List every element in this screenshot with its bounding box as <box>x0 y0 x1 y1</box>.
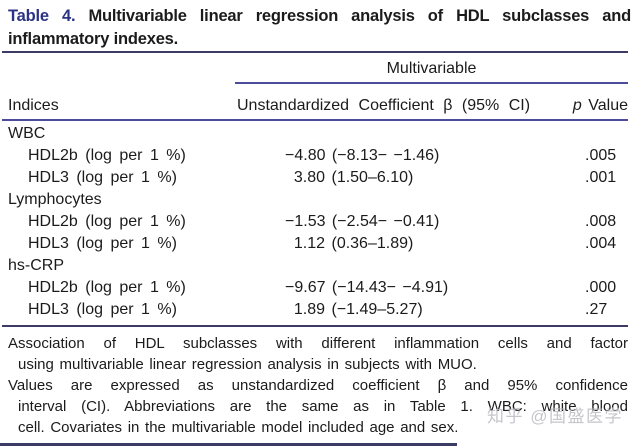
table-row-group-lymphocytes: Lymphocytes <box>0 189 635 211</box>
table-title-line1: Table 4. Multivariable linear regression… <box>8 5 631 28</box>
table-row: HDL3 (log per 1 %) 3.80 (1.50–6.10) .001 <box>0 167 635 189</box>
footnote-line: interval (CI). Abbreviations are the sam… <box>18 398 628 415</box>
header-p-value: p Value <box>573 94 628 118</box>
footnote-line: Values are expressed as unstandardized c… <box>8 377 628 394</box>
row-label: HDL3 (log per 1 %) <box>28 169 177 186</box>
row-label: HDL2b (log per 1 %) <box>28 213 186 230</box>
table-row: HDL2b (log per 1 %) −1.53 (−2.54− −0.41)… <box>0 211 635 233</box>
beta-value: 1.89 (−1.49–5.27) <box>285 301 423 318</box>
table-body: WBC HDL2b (log per 1 %) −4.80 (−8.13− −1… <box>0 123 635 321</box>
rule-table-bottom <box>2 325 628 327</box>
footnote-line: using multivariable linear regression an… <box>18 356 477 373</box>
p-value: .000 <box>585 279 617 296</box>
beta-value: 3.80 (1.50–6.10) <box>285 169 414 186</box>
footnote-line: cell. Covariates in the multivariable mo… <box>18 419 459 436</box>
table-row: HDL2b (log per 1 %) −9.67 (−14.43− −4.91… <box>0 277 635 299</box>
header-beta-coefficient: Unstandardized Coefficient β (95% CI) <box>237 97 531 114</box>
p-symbol: p <box>572 97 582 114</box>
p-value: .005 <box>585 147 617 164</box>
table-title-text: Multivariable linear regression analysis… <box>88 7 631 25</box>
row-label: WBC <box>8 125 46 142</box>
table-row: HDL3 (log per 1 %) 1.89 (−1.49–5.27) .27 <box>0 299 635 321</box>
watermark: 知乎 @国盛医学 <box>487 407 623 426</box>
spanner-underline <box>235 82 628 84</box>
p-value: .008 <box>585 213 617 230</box>
p-value: .004 <box>585 235 617 252</box>
table-number-label: Table 4. <box>8 7 76 25</box>
row-label: HDL3 (log per 1 %) <box>28 235 177 252</box>
p-value-word: Value <box>581 97 628 114</box>
rule-top <box>2 51 628 53</box>
row-label: HDL2b (log per 1 %) <box>28 279 186 296</box>
table-row: HDL3 (log per 1 %) 1.12 (0.36–1.89) .004 <box>0 233 635 255</box>
row-label: hs-CRP <box>8 257 65 274</box>
p-value: .27 <box>585 301 608 318</box>
spanner-header-multivariable: Multivariable <box>386 60 477 77</box>
beta-value: −9.67 (−14.43− −4.91) <box>285 279 449 296</box>
beta-value: −1.53 (−2.54− −0.41) <box>285 213 440 230</box>
table-header-row: Indices Unstandardized Coefficient β (95… <box>0 94 635 118</box>
table-title-line2: inflammatory indexes. <box>8 30 179 48</box>
row-label: Lymphocytes <box>8 191 102 208</box>
rule-header-bottom <box>2 119 628 121</box>
row-label: HDL3 (log per 1 %) <box>28 301 177 318</box>
table-row-group-wbc: WBC <box>0 123 635 145</box>
beta-value: 1.12 (0.36–1.89) <box>285 235 414 252</box>
beta-value: −4.80 (−8.13− −1.46) <box>285 147 440 164</box>
table-row: HDL2b (log per 1 %) −4.80 (−8.13− −1.46)… <box>0 145 635 167</box>
table-row-group-hscrp: hs-CRP <box>0 255 635 277</box>
rule-next-table-top <box>0 443 457 446</box>
footnote-line: Association of HDL subclasses with diffe… <box>8 335 628 352</box>
header-indices: Indices <box>8 97 59 114</box>
p-value: .001 <box>585 169 617 186</box>
row-label: HDL2b (log per 1 %) <box>28 147 186 164</box>
